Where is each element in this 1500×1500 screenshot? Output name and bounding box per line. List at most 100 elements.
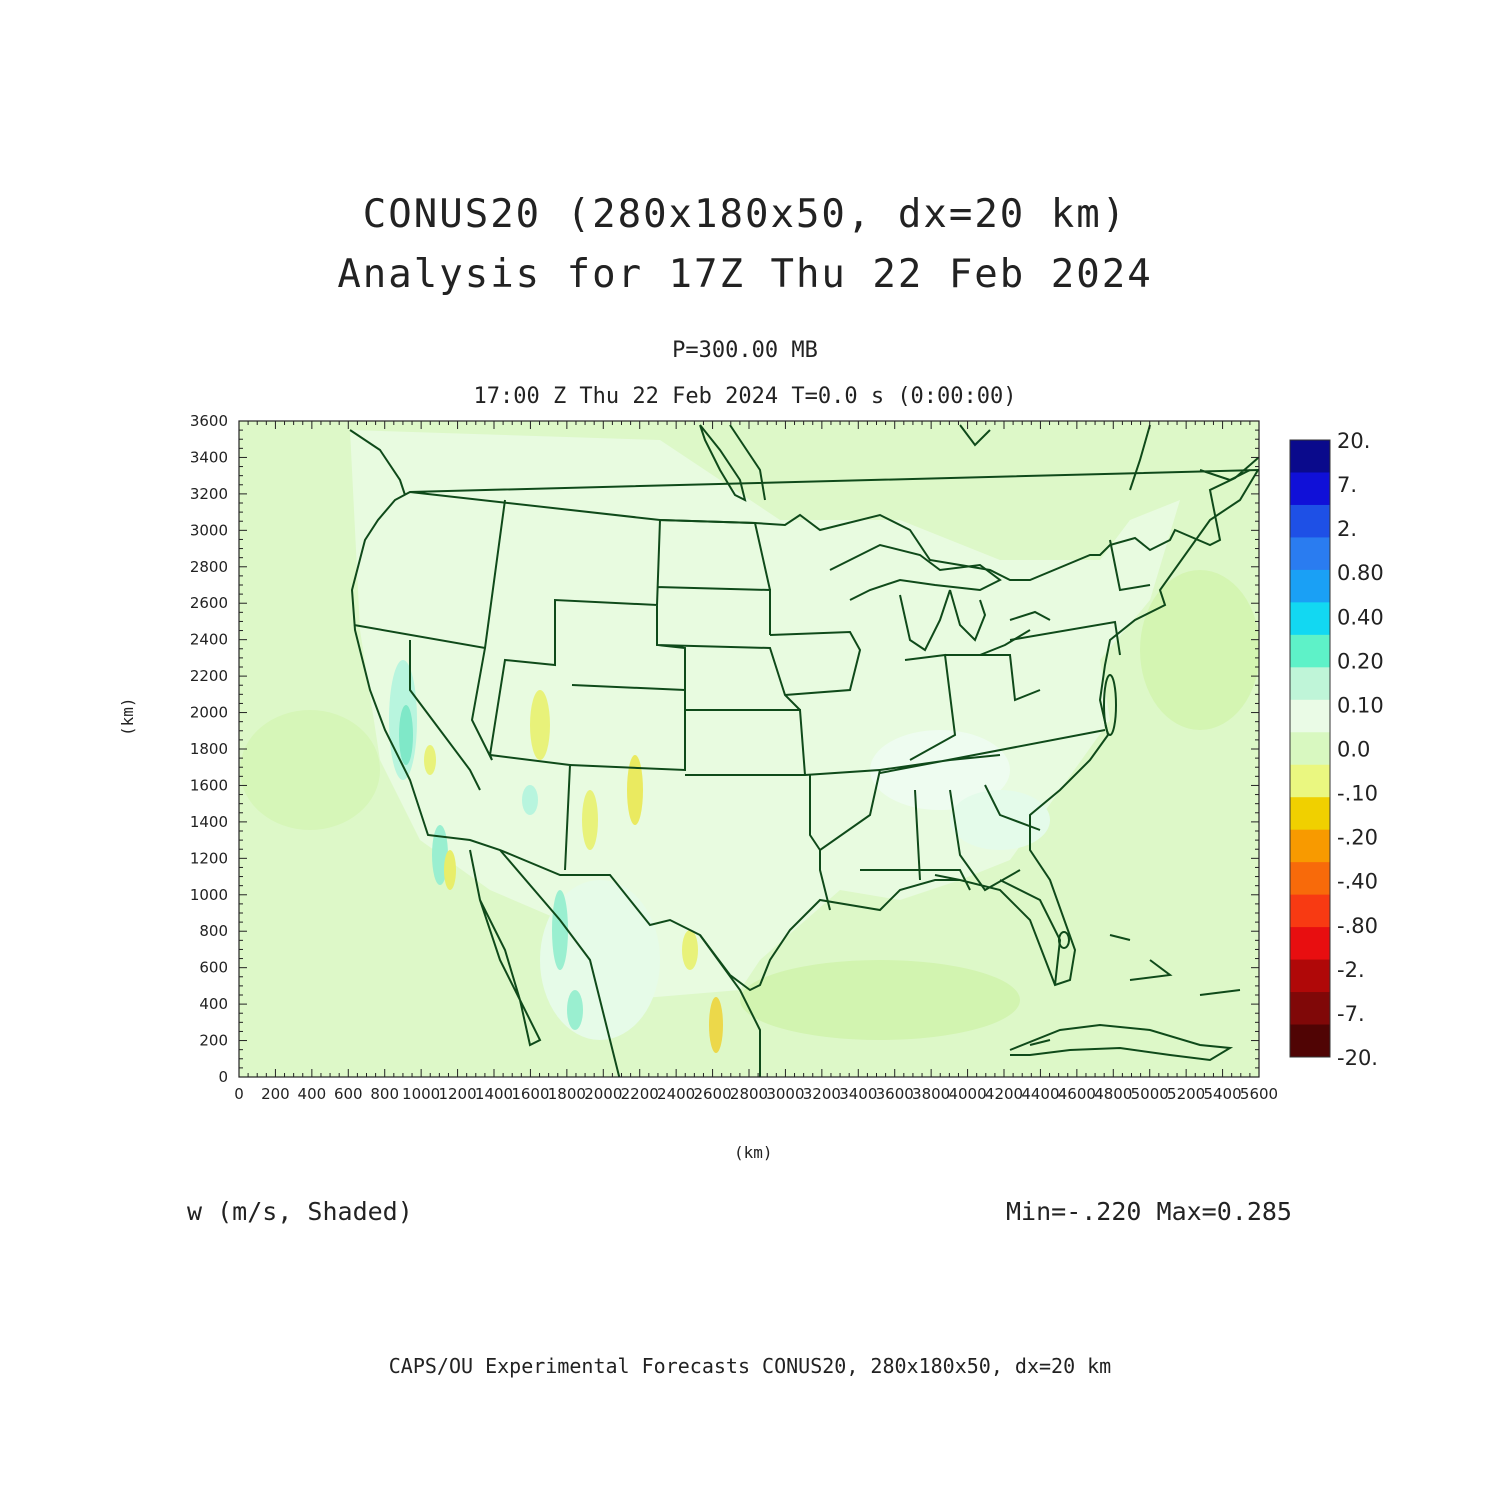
colorbar-swatch xyxy=(1290,602,1330,636)
colorbar-frame xyxy=(1289,439,1331,1058)
chart-title-line2: Analysis for 17Z Thu 22 Feb 2024 xyxy=(337,252,1153,297)
y-tick-label: 2200 xyxy=(190,667,228,685)
colorbar-swatch xyxy=(1290,797,1330,831)
x-tick-label: 4200 xyxy=(985,1085,1023,1103)
y-tick-label: 600 xyxy=(199,959,228,977)
x-tick-label: 1800 xyxy=(548,1085,586,1103)
canada-coast xyxy=(349,424,1251,502)
colorbar-swatch xyxy=(1290,569,1330,603)
y-tick-label: 1000 xyxy=(190,886,228,904)
x-tick-label: 2200 xyxy=(621,1085,659,1103)
colorbar-swatch xyxy=(1290,1024,1330,1058)
x-tick-label: 2600 xyxy=(693,1085,731,1103)
x-tick-label: 800 xyxy=(370,1085,399,1103)
x-tick-label: 5400 xyxy=(1203,1085,1241,1103)
colorbar-swatch xyxy=(1290,992,1330,1026)
colorbar-label: 0.0 xyxy=(1337,738,1370,762)
y-tick-label: 1400 xyxy=(190,813,228,831)
x-tick-label: 4000 xyxy=(948,1085,986,1103)
x-tick-label: 3400 xyxy=(839,1085,877,1103)
y-tick-label: 200 xyxy=(199,1032,228,1050)
y-tick-label: 3400 xyxy=(190,448,228,466)
colorbar-label: -.40 xyxy=(1337,870,1378,894)
x-tick-label: 1200 xyxy=(438,1085,476,1103)
y-tick-label: 1600 xyxy=(190,776,228,794)
y-tick-label: 800 xyxy=(199,922,228,940)
x-tick-label: 1000 xyxy=(402,1085,440,1103)
y-tick-label: 2400 xyxy=(190,631,228,649)
colorbar-swatch xyxy=(1290,699,1330,733)
colorbar xyxy=(1289,439,1331,1058)
colorbar-swatch xyxy=(1290,894,1330,928)
colorbar-label: 0.40 xyxy=(1337,605,1384,629)
x-tick-label: 2000 xyxy=(584,1085,622,1103)
colorbar-labels: 20. 7. 2. 0.80 0.40 0.20 0.10 0.0 -.10 -.20 -.40 -.… xyxy=(1337,429,1384,1070)
colorbar-label: 7. xyxy=(1337,473,1357,497)
x-tick-label: 600 xyxy=(334,1085,363,1103)
y-tick-labels: 0 200 400 600 800 1000 1200 1400 1600 1800 2000 220… xyxy=(190,412,228,1086)
colorbar-label: -.20 xyxy=(1337,826,1378,850)
colorbar-swatch xyxy=(1290,764,1330,798)
plot-area xyxy=(239,421,1259,1077)
colorbar-swatch xyxy=(1290,667,1330,701)
x-tick-label: 5600 xyxy=(1240,1085,1278,1103)
x-axis-label: (km) xyxy=(734,1143,773,1162)
y-tick-label: 3000 xyxy=(190,521,228,539)
colorbar-swatch xyxy=(1290,634,1330,668)
x-tick-label: 4800 xyxy=(1094,1085,1132,1103)
axis-ticks xyxy=(238,420,1260,1078)
great-lakes xyxy=(829,543,1051,656)
field-label: w (m/s, Shaded) xyxy=(187,1197,413,1226)
x-tick-label: 400 xyxy=(298,1085,327,1103)
mexico-outline xyxy=(469,849,761,1077)
colorbar-label: 2. xyxy=(1337,517,1357,541)
x-tick-label: 2800 xyxy=(730,1085,768,1103)
y-tick-label: 1200 xyxy=(190,849,228,867)
chart-title-line1: CONUS20 (280x180x50, dx=20 km) xyxy=(362,192,1128,237)
x-tick-label: 4600 xyxy=(1058,1085,1096,1103)
colorbar-label: -.10 xyxy=(1337,782,1378,806)
colorbar-label: 0.10 xyxy=(1337,693,1384,717)
y-tick-label: 3600 xyxy=(190,412,228,430)
cuba-outline xyxy=(1009,1023,1234,1062)
colorbar-label: 0.20 xyxy=(1337,649,1384,673)
colorbar-swatch xyxy=(1290,959,1330,993)
x-tick-labels: 0 200 400 600 800 100012001400160018002000220… xyxy=(234,1085,1278,1103)
colorbar-swatch xyxy=(1290,537,1330,571)
y-tick-label: 2800 xyxy=(190,558,228,576)
x-tick-label: 1600 xyxy=(511,1085,549,1103)
y-tick-label: 2000 xyxy=(190,704,228,722)
colorbar-label: 20. xyxy=(1337,429,1370,453)
colorbar-swatch xyxy=(1290,440,1330,473)
colorbar-swatch xyxy=(1290,504,1330,538)
y-axis-label: (km) xyxy=(118,697,137,736)
x-tick-label: 0 xyxy=(234,1085,244,1103)
colorbar-label: -7. xyxy=(1337,1002,1365,1026)
footer-credit: CAPS/OU Experimental Forecasts CONUS20, … xyxy=(388,1354,1112,1378)
colorbar-label: -.80 xyxy=(1337,914,1378,938)
x-tick-label: 2400 xyxy=(657,1085,695,1103)
y-tick-label: 400 xyxy=(199,995,228,1013)
colorbar-swatch xyxy=(1290,829,1330,863)
y-tick-label: 0 xyxy=(218,1068,228,1086)
min-max-label: Min=-.220 Max=0.285 xyxy=(1006,1197,1292,1226)
pressure-level-label: P=300.00 MB xyxy=(672,338,818,363)
y-tick-label: 3200 xyxy=(190,485,228,503)
us-outline xyxy=(350,457,1259,992)
x-tick-label: 3000 xyxy=(766,1085,804,1103)
y-tick-label: 2600 xyxy=(190,594,228,612)
colorbar-label: -20. xyxy=(1337,1046,1378,1070)
colorbar-label: 0.80 xyxy=(1337,561,1384,585)
valid-time-label: 17:00 Z Thu 22 Feb 2024 T=0.0 s (0:00:00… xyxy=(473,384,1017,409)
x-tick-label: 1400 xyxy=(475,1085,513,1103)
x-tick-label: 3600 xyxy=(876,1085,914,1103)
x-tick-label: 4400 xyxy=(1021,1085,1059,1103)
colorbar-swatch xyxy=(1290,732,1330,766)
y-tick-label: 1800 xyxy=(190,740,228,758)
x-tick-label: 5000 xyxy=(1131,1085,1169,1103)
x-tick-label: 5200 xyxy=(1167,1085,1205,1103)
colorbar-swatch xyxy=(1290,472,1330,506)
x-tick-label: 200 xyxy=(261,1085,290,1103)
colorbar-swatch xyxy=(1290,862,1330,896)
